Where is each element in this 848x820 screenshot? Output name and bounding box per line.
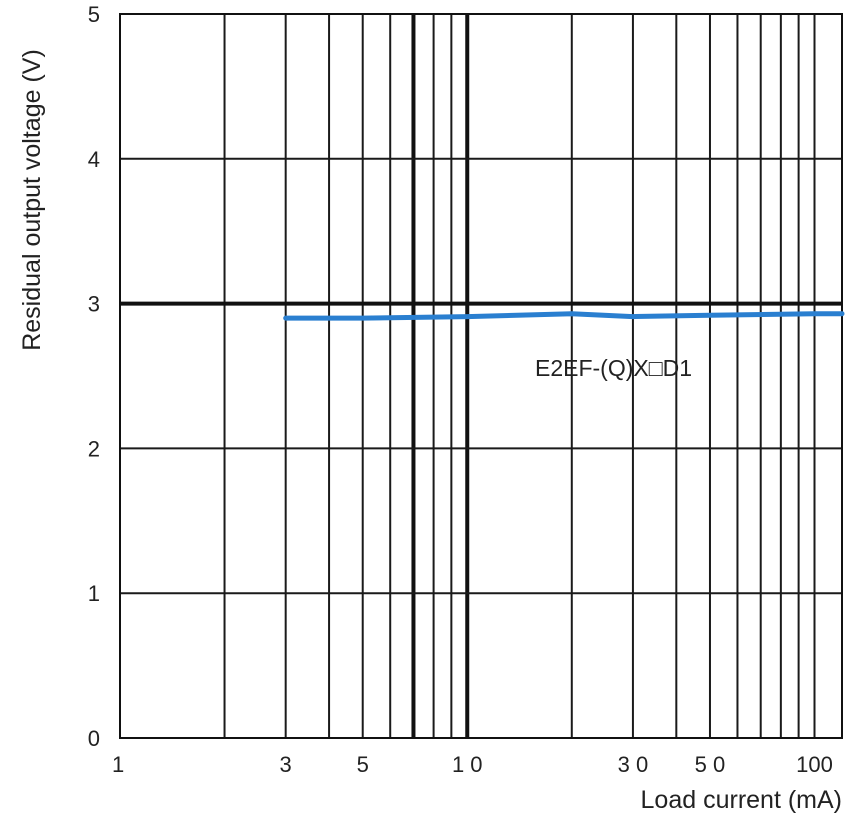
x-tick-label: 3 0 — [618, 752, 649, 777]
y-axis-label: Residual output voltage (V) — [18, 49, 46, 351]
y-tick-label: 0 — [88, 726, 100, 751]
y-tick-label: 4 — [88, 147, 100, 172]
series-label: E2EF-(Q)X□D1 — [535, 355, 692, 381]
x-tick-label: 5 0 — [695, 752, 726, 777]
series-layer — [283, 311, 845, 321]
plot-frame — [119, 13, 843, 739]
y-tick-label: 3 — [88, 292, 100, 317]
x-tick-label: 100 — [796, 752, 833, 777]
y-tick-label: 1 — [88, 581, 100, 606]
x-tick-label: 1 — [112, 752, 124, 777]
x-axis-label: Load current (mA) — [641, 786, 842, 814]
y-tick-label: 2 — [88, 436, 100, 461]
x-tick-label: 5 — [357, 752, 369, 777]
x-tick-label: 1 0 — [452, 752, 483, 777]
series-line-0 — [283, 311, 845, 321]
y-tick-label: 5 — [88, 2, 100, 27]
x-tick-label: 3 — [280, 752, 292, 777]
grid-lines — [119, 13, 842, 739]
